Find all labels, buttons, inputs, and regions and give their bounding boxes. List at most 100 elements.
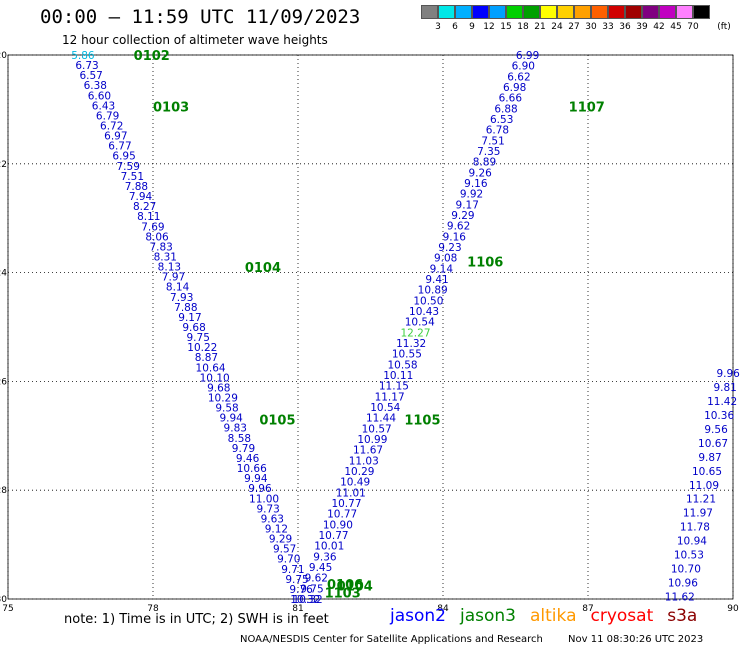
swh-observation: 9.94 <box>244 473 268 485</box>
x-tick-label: 78 <box>147 604 159 614</box>
color-scale-label: 15 <box>500 22 512 32</box>
swh-observation: 8.13 <box>158 262 181 274</box>
swh-observation: 11.00 <box>249 493 279 505</box>
swh-observation: 9.62 <box>447 221 470 233</box>
swh-observation: 11.42 <box>707 396 737 408</box>
swh-observation: 6.62 <box>507 71 530 83</box>
x-tick-label: 90 <box>727 604 739 614</box>
swh-observation: 10.54 <box>405 317 435 329</box>
swh-observation: 10.66 <box>237 463 267 475</box>
color-scale-label: 21 <box>534 22 546 32</box>
color-scale-label: 9 <box>469 22 475 32</box>
swh-observation: 11.09 <box>689 480 719 492</box>
pass-label: 0102 <box>134 49 170 64</box>
swh-observation: 10.36 <box>704 410 734 422</box>
color-scale-label: 3 <box>435 22 441 32</box>
swh-observation: 9.70 <box>277 554 300 566</box>
color-scale-label: 42 <box>653 22 665 32</box>
swh-observation: 10.29 <box>208 393 238 405</box>
swh-observation: 9.58 <box>215 403 238 415</box>
color-scale-label: 6 <box>452 22 458 32</box>
swh-observation: 6.53 <box>490 114 513 126</box>
pass-label: 1106 <box>467 256 503 271</box>
swh-observation: 7.97 <box>162 272 185 284</box>
swh-observation: 6.79 <box>96 110 119 122</box>
color-swatch <box>625 5 642 19</box>
pass-label: 1105 <box>404 413 440 428</box>
y-tick-label: -24 <box>0 269 7 279</box>
swh-observation: 9.73 <box>256 503 279 515</box>
swh-observation: 11.17 <box>375 391 405 403</box>
swh-observation: 6.98 <box>503 82 526 94</box>
swh-observation: 9.79 <box>232 443 255 455</box>
swh-observation: 8.27 <box>133 201 156 213</box>
swh-observation: 8.11 <box>137 211 160 223</box>
swh-observation: 10.54 <box>370 402 400 414</box>
swh-observation: 10.64 <box>196 362 226 374</box>
swh-observation: 9.45 <box>309 562 332 574</box>
x-tick-label: 84 <box>437 604 449 614</box>
pass-label: 1103 <box>325 586 361 601</box>
color-swatch <box>540 5 557 19</box>
color-scale-label: 30 <box>585 22 597 32</box>
plot-frame <box>7 54 734 600</box>
swh-observation: 6.88 <box>494 103 517 115</box>
x-tick-label: 81 <box>292 604 303 614</box>
swh-observation: 8.31 <box>154 251 177 263</box>
swh-observation: 10.10 <box>200 372 230 384</box>
swh-observation: 10.77 <box>331 498 361 510</box>
x-tick-label: 75 <box>2 604 13 614</box>
chart-subtitle: 12 hour collection of altimeter wave hei… <box>62 33 328 47</box>
color-swatch <box>693 5 710 19</box>
color-swatch <box>642 5 659 19</box>
swh-observation: 6.90 <box>512 61 535 73</box>
swh-observation: 9.76 <box>289 584 313 596</box>
y-tick-label: -26 <box>0 377 7 387</box>
swh-observation: 11.01 <box>336 487 366 499</box>
swh-observation: 10.32 <box>293 594 323 606</box>
color-swatch <box>574 5 591 19</box>
swh-observation: 9.41 <box>425 274 448 286</box>
mission-jason3: jason3 <box>460 606 516 626</box>
swh-observation: 11.21 <box>686 494 716 506</box>
mission-jason2: jason2 <box>390 606 446 626</box>
swh-observation: 7.83 <box>149 241 172 253</box>
swh-observation: 9.62 <box>305 573 328 585</box>
mission-altika: altika <box>530 606 577 626</box>
swh-observation: 8.89 <box>473 157 496 169</box>
swh-observation: 6.95 <box>112 151 135 163</box>
footer-center: NOAA/NESDIS Center for Satellite Applica… <box>240 634 543 645</box>
swh-observation: 7.88 <box>125 181 148 193</box>
swh-observation: 9.23 <box>438 242 461 254</box>
color-scale-label: 70 <box>687 22 699 32</box>
swh-observation: 6.97 <box>104 131 127 143</box>
y-tick-label: -22 <box>0 160 7 170</box>
pass-label: 0104 <box>245 261 281 276</box>
swh-observation: 10.22 <box>187 342 217 354</box>
color-scale-label: 45 <box>670 22 682 32</box>
swh-observation: 9.17 <box>456 199 479 211</box>
note-text: note: 1) Time is in UTC; 2) SWH is in fe… <box>64 612 329 627</box>
swh-observation: 10.89 <box>418 285 448 297</box>
swh-observation: 10.32 <box>290 594 320 606</box>
swh-observation: 10.01 <box>314 541 344 553</box>
swh-observation: 10.57 <box>362 423 392 435</box>
pass-label: 0104 <box>337 579 373 594</box>
swh-observation: 10.11 <box>383 370 413 382</box>
swh-observation: 9.96 <box>716 368 740 380</box>
swh-observation: 11.67 <box>353 445 383 457</box>
pass-label: 0103 <box>153 101 189 116</box>
swh-observation: 11.78 <box>680 522 710 534</box>
swh-observation: 9.75 <box>285 574 308 586</box>
color-swatch <box>523 5 540 19</box>
swh-observation: 7.35 <box>477 146 500 158</box>
color-swatch <box>676 5 693 19</box>
swh-observation: 9.75 <box>300 583 323 595</box>
y-tick-label: -20 <box>0 51 7 61</box>
swh-observation: 10.90 <box>323 519 353 531</box>
swh-observation: 9.71 <box>281 564 304 576</box>
swh-observation: 10.77 <box>327 509 357 521</box>
swh-observation: 7.51 <box>481 135 504 147</box>
swh-observation: 9.87 <box>698 452 721 464</box>
mission-cryosat: cryosat <box>590 606 654 626</box>
